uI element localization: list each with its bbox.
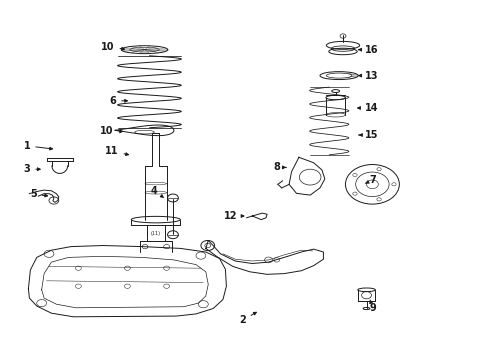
- Text: 13: 13: [359, 71, 378, 81]
- Text: 12: 12: [223, 211, 244, 221]
- Text: (11): (11): [151, 231, 161, 237]
- Text: 16: 16: [359, 45, 378, 55]
- Text: 10: 10: [100, 126, 122, 136]
- Text: 14: 14: [358, 103, 378, 113]
- Text: 10: 10: [101, 42, 124, 52]
- Text: 5: 5: [30, 189, 48, 199]
- Text: 7: 7: [366, 175, 376, 185]
- Text: 8: 8: [273, 162, 286, 172]
- Text: 11: 11: [105, 146, 128, 156]
- Text: 15: 15: [359, 130, 378, 140]
- Text: 9: 9: [369, 300, 376, 313]
- Text: 6: 6: [109, 96, 127, 106]
- Text: 2: 2: [239, 312, 256, 325]
- Text: 1: 1: [24, 141, 52, 151]
- Text: 3: 3: [24, 164, 40, 174]
- Text: 4: 4: [151, 186, 163, 197]
